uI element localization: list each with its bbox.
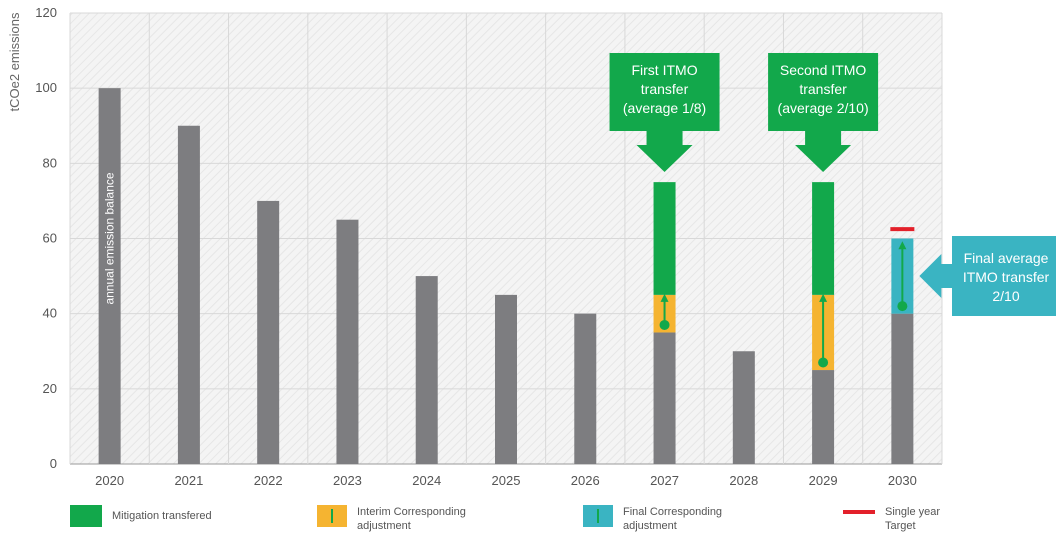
x-tick-label: 2030 bbox=[888, 473, 917, 488]
y-tick-label: 60 bbox=[43, 231, 57, 246]
y-tick-label: 0 bbox=[50, 456, 57, 471]
y-tick-label: 80 bbox=[43, 155, 57, 170]
x-tick-label: 2026 bbox=[571, 473, 600, 488]
callout-box bbox=[768, 53, 879, 131]
final-callout bbox=[919, 236, 1056, 316]
bar-balance bbox=[415, 276, 438, 464]
x-tick-label: 2021 bbox=[174, 473, 203, 488]
callout-box bbox=[609, 53, 720, 131]
adjustment-arrow-head bbox=[819, 293, 828, 302]
legend-mitigation: Mitigation transfered bbox=[70, 505, 212, 527]
legend-label-mitigation: Mitigation transfered bbox=[112, 510, 212, 522]
adjustment-arrow-head bbox=[898, 241, 907, 250]
adjustment-arrow-dot bbox=[818, 357, 829, 368]
bar-mitigation bbox=[812, 182, 835, 295]
legend-swatch-target bbox=[843, 510, 875, 514]
bar-balance bbox=[336, 219, 359, 464]
legend-swatch-final bbox=[583, 505, 613, 527]
legend-label-final: Final Corresponding adjustment bbox=[623, 506, 723, 532]
callout-arrow bbox=[795, 131, 852, 172]
adjustment-arrow-dot bbox=[659, 319, 670, 330]
bar-balance bbox=[732, 351, 755, 464]
emissions-chart: 0 20 40 60 80 100 120 2020 2021 2022 2023 2024 2025 2… bbox=[7, 5, 1056, 488]
bar-mitigation bbox=[653, 182, 676, 295]
callout-arrow bbox=[636, 131, 693, 172]
callout-text: First ITMO bbox=[631, 62, 697, 78]
legend-interim: Interim Corresponding adjustment bbox=[317, 505, 487, 533]
callout-text: (average 2/10) bbox=[778, 100, 869, 116]
legend-label-interim: Interim Corresponding adjustment bbox=[357, 506, 466, 532]
bar-balance bbox=[574, 313, 597, 464]
x-tick-label: 2023 bbox=[333, 473, 362, 488]
x-tick-label: 2020 bbox=[95, 473, 124, 488]
callout-text: transfer bbox=[641, 81, 689, 97]
legend-label-target: Single year Target bbox=[885, 506, 941, 532]
y-tick-label: 40 bbox=[43, 306, 57, 321]
callout-text: (average 1/8) bbox=[623, 100, 706, 116]
bar-balance bbox=[257, 200, 280, 464]
bar-balance bbox=[98, 88, 121, 465]
legend-swatch-interim bbox=[317, 505, 347, 527]
bar-balance bbox=[653, 332, 676, 464]
adjustment-arrow-dot bbox=[897, 301, 908, 312]
x-tick-label: 2028 bbox=[729, 473, 758, 488]
final-callout-text: 2/10 bbox=[992, 288, 1019, 304]
x-tick-label: 2024 bbox=[412, 473, 441, 488]
y-axis-label: tCOe2 emissions bbox=[7, 12, 22, 111]
legend-swatch-mitigation bbox=[70, 505, 102, 527]
x-tick-label: 2025 bbox=[492, 473, 521, 488]
legend-final: Final Corresponding adjustment bbox=[583, 505, 753, 533]
bar-label-annual-emission-balance: annual emission balance bbox=[103, 172, 117, 304]
x-tick-label: 2022 bbox=[254, 473, 283, 488]
callout-text: Second ITMO bbox=[780, 62, 866, 78]
legend-target: Single year Target bbox=[843, 505, 955, 533]
callout-text: transfer bbox=[799, 81, 847, 97]
adjustment-arrow-head bbox=[660, 293, 669, 302]
y-tick-label: 20 bbox=[43, 381, 57, 396]
bar-balance bbox=[891, 313, 914, 464]
final-callout-text: ITMO transfer bbox=[963, 269, 1050, 285]
bar-balance bbox=[177, 125, 200, 464]
y-tick-label: 120 bbox=[35, 5, 57, 20]
x-tick-label: 2029 bbox=[809, 473, 838, 488]
bar-balance bbox=[495, 294, 517, 464]
y-tick-label: 100 bbox=[35, 80, 57, 95]
final-callout-text: Final average bbox=[964, 250, 1049, 266]
bar-balance bbox=[812, 370, 835, 464]
x-tick-label: 2027 bbox=[650, 473, 679, 488]
